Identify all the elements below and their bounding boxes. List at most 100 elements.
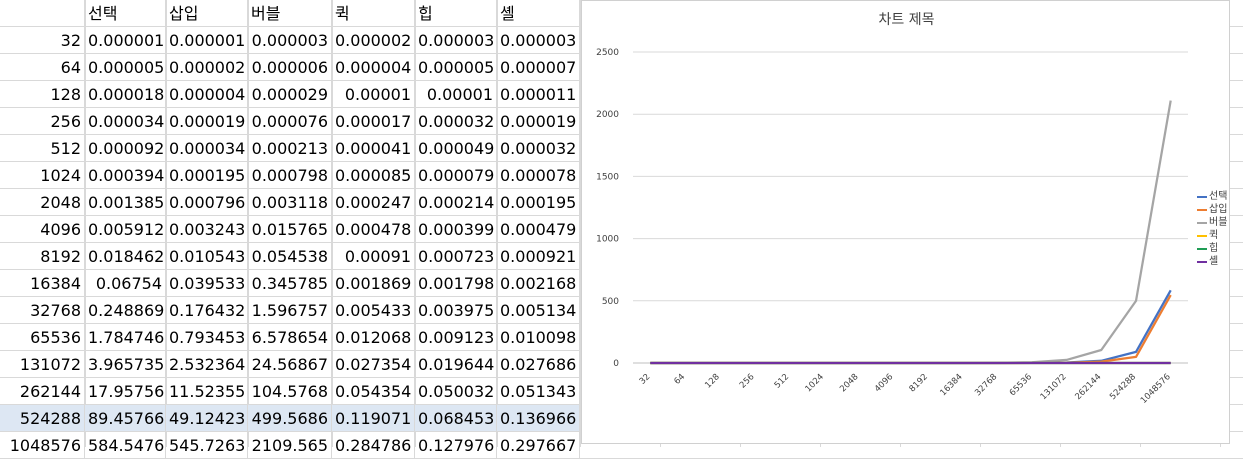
- table-cell[interactable]: 2.532364: [166, 351, 248, 378]
- row-size-cell[interactable]: 16384: [0, 270, 85, 297]
- table-cell[interactable]: 0.000247: [332, 189, 415, 216]
- table-cell[interactable]: 0.000007: [497, 54, 580, 81]
- table-cell[interactable]: 0.000479: [497, 216, 580, 243]
- table-cell[interactable]: 0.127976: [415, 432, 497, 459]
- table-cell[interactable]: 6.578654: [248, 324, 332, 351]
- table-cell[interactable]: 0.000032: [415, 108, 497, 135]
- table-cell[interactable]: 0.068453: [415, 405, 497, 432]
- table-cell[interactable]: 0.000003: [415, 27, 497, 54]
- table-cell[interactable]: 0.000005: [415, 54, 497, 81]
- row-size-cell[interactable]: 262144: [0, 378, 85, 405]
- table-cell[interactable]: 0.000029: [248, 81, 332, 108]
- table-cell[interactable]: 0.00091: [332, 243, 415, 270]
- table-cell[interactable]: 0.000478: [332, 216, 415, 243]
- legend-item[interactable]: 삽입: [1197, 203, 1227, 216]
- table-cell[interactable]: 0.000723: [415, 243, 497, 270]
- chart-legend[interactable]: 선택 삽입 버블 퀵 힙 셸: [1197, 190, 1227, 268]
- row-size-cell[interactable]: 131072: [0, 351, 85, 378]
- table-cell[interactable]: 0.001798: [415, 270, 497, 297]
- table-cell[interactable]: 584.5476: [85, 432, 166, 459]
- table-cell[interactable]: 0.000798: [248, 162, 332, 189]
- row-size-cell[interactable]: 128: [0, 81, 85, 108]
- table-cell[interactable]: 0.176432: [166, 297, 248, 324]
- table-cell[interactable]: 0.001385: [85, 189, 166, 216]
- table-cell[interactable]: 0.000796: [166, 189, 248, 216]
- table-cell[interactable]: 3.965735: [85, 351, 166, 378]
- row-size-cell[interactable]: 1024: [0, 162, 85, 189]
- chart-title[interactable]: 차트 제목: [878, 12, 935, 28]
- row-size-cell[interactable]: 1048576: [0, 432, 85, 459]
- row-size-cell[interactable]: 65536: [0, 324, 85, 351]
- table-cell[interactable]: 0.000079: [415, 162, 497, 189]
- column-header-cell[interactable]: 퀵: [332, 0, 415, 27]
- table-cell[interactable]: 0.003243: [166, 216, 248, 243]
- table-cell[interactable]: 0.000017: [332, 108, 415, 135]
- table-cell[interactable]: 0.000034: [166, 135, 248, 162]
- table-cell[interactable]: 0.010543: [166, 243, 248, 270]
- table-cell[interactable]: 24.56867: [248, 351, 332, 378]
- table-cell[interactable]: 1.784746: [85, 324, 166, 351]
- column-header-cell[interactable]: 셸: [497, 0, 580, 27]
- table-cell[interactable]: 0.000019: [497, 108, 580, 135]
- table-cell[interactable]: 0.345785: [248, 270, 332, 297]
- table-cell[interactable]: 0.297667: [497, 432, 580, 459]
- table-cell[interactable]: 17.95756: [85, 378, 166, 405]
- table-cell[interactable]: 0.050032: [415, 378, 497, 405]
- table-cell[interactable]: 0.003975: [415, 297, 497, 324]
- row-size-cell[interactable]: 524288: [0, 405, 85, 432]
- legend-item[interactable]: 퀵: [1197, 229, 1227, 242]
- table-cell[interactable]: 0.000921: [497, 243, 580, 270]
- row-size-cell[interactable]: 32768: [0, 297, 85, 324]
- table-cell[interactable]: 1.596757: [248, 297, 332, 324]
- table-cell[interactable]: 0.000011: [497, 81, 580, 108]
- table-cell[interactable]: 0.010098: [497, 324, 580, 351]
- table-cell[interactable]: 0.248869: [85, 297, 166, 324]
- table-cell[interactable]: 0.000002: [166, 54, 248, 81]
- table-cell[interactable]: 0.054354: [332, 378, 415, 405]
- table-cell[interactable]: 0.000049: [415, 135, 497, 162]
- table-cell[interactable]: 0.005433: [332, 297, 415, 324]
- table-cell[interactable]: 0.000195: [497, 189, 580, 216]
- column-header-cell[interactable]: 삽입: [166, 0, 248, 27]
- table-cell[interactable]: 0.00001: [415, 81, 497, 108]
- table-cell[interactable]: 0.000005: [85, 54, 166, 81]
- table-cell[interactable]: 0.001869: [332, 270, 415, 297]
- row-size-cell[interactable]: 256: [0, 108, 85, 135]
- legend-item[interactable]: 셸: [1197, 255, 1227, 268]
- table-cell[interactable]: 0.000078: [497, 162, 580, 189]
- table-cell[interactable]: 0.015765: [248, 216, 332, 243]
- table-cell[interactable]: 0.000003: [497, 27, 580, 54]
- legend-item[interactable]: 힙: [1197, 242, 1227, 255]
- table-cell[interactable]: 0.051343: [497, 378, 580, 405]
- table-cell[interactable]: 0.000001: [166, 27, 248, 54]
- table-cell[interactable]: 0.000394: [85, 162, 166, 189]
- table-cell[interactable]: 0.000006: [248, 54, 332, 81]
- table-cell[interactable]: 545.7263: [166, 432, 248, 459]
- table-cell[interactable]: 0.019644: [415, 351, 497, 378]
- table-cell[interactable]: 0.000214: [415, 189, 497, 216]
- column-header-cell[interactable]: [0, 0, 85, 27]
- table-cell[interactable]: 0.000004: [332, 54, 415, 81]
- table-cell[interactable]: 0.005912: [85, 216, 166, 243]
- table-cell[interactable]: 0.000085: [332, 162, 415, 189]
- table-cell[interactable]: 89.45766: [85, 405, 166, 432]
- chart-panel[interactable]: 차트 제목 0 500 1000 1500 2000 2500 32 64 128 256 512 1…: [581, 0, 1230, 444]
- column-header-cell[interactable]: 버블: [248, 0, 332, 27]
- table-cell[interactable]: 0.000004: [166, 81, 248, 108]
- table-cell[interactable]: 0.000034: [85, 108, 166, 135]
- table-cell[interactable]: 0.00001: [332, 81, 415, 108]
- legend-item[interactable]: 버블: [1197, 216, 1227, 229]
- table-cell[interactable]: 0.000003: [248, 27, 332, 54]
- row-size-cell[interactable]: 4096: [0, 216, 85, 243]
- table-cell[interactable]: 0.06754: [85, 270, 166, 297]
- table-cell[interactable]: 0.793453: [166, 324, 248, 351]
- table-cell[interactable]: 0.119071: [332, 405, 415, 432]
- table-cell[interactable]: 0.000032: [497, 135, 580, 162]
- table-cell[interactable]: 2109.565: [248, 432, 332, 459]
- row-size-cell[interactable]: 512: [0, 135, 85, 162]
- table-cell[interactable]: 0.000001: [85, 27, 166, 54]
- table-cell[interactable]: 0.002168: [497, 270, 580, 297]
- table-cell[interactable]: 499.5686: [248, 405, 332, 432]
- table-cell[interactable]: 0.009123: [415, 324, 497, 351]
- table-cell[interactable]: 0.054538: [248, 243, 332, 270]
